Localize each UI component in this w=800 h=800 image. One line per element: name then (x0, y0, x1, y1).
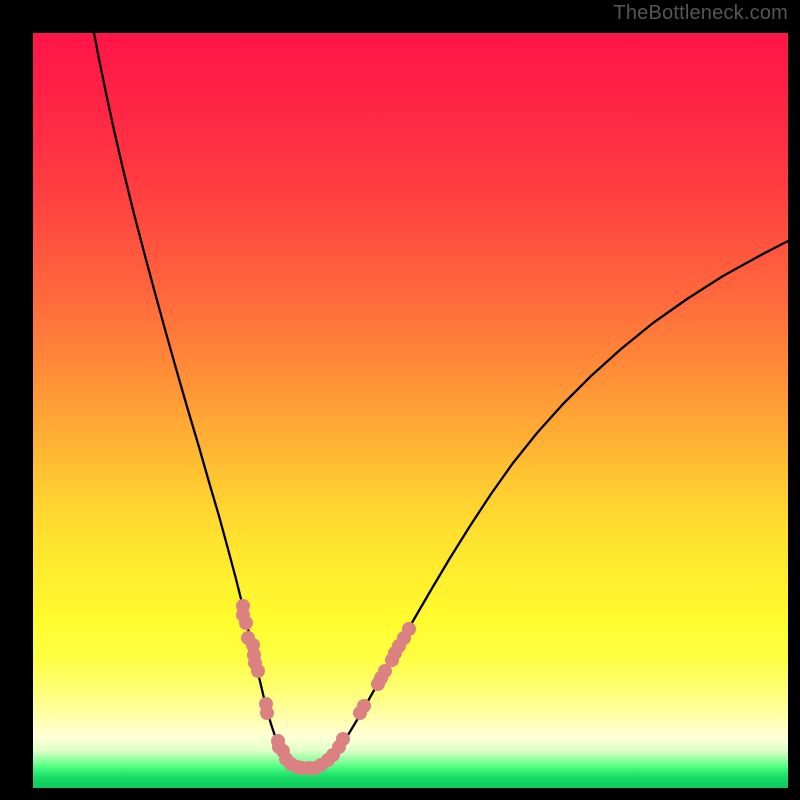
chart-background-gradient (33, 33, 788, 788)
chart-frame-top (0, 0, 800, 33)
chart-frame-left (0, 0, 33, 800)
chart-frame-right (788, 0, 800, 800)
chart-frame-bottom (0, 788, 800, 800)
chart-plot-area (33, 33, 788, 788)
